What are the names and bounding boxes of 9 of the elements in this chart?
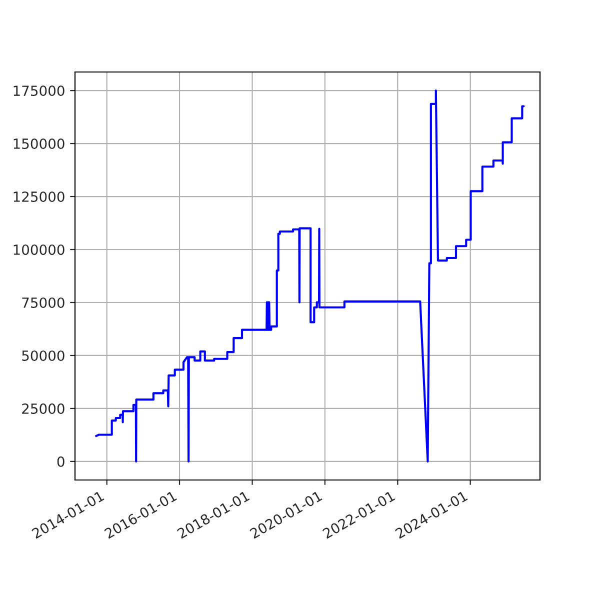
y-tick-label: 100000 — [14, 244, 64, 255]
line-series — [95, 90, 525, 462]
y-tick-label: 0 — [57, 456, 64, 467]
y-tick-label: 25000 — [22, 403, 64, 414]
y-tick-label: 175000 — [14, 86, 64, 96]
y-tick-label: 150000 — [14, 138, 64, 150]
y-tick-label: 125000 — [14, 191, 64, 202]
y-tick-label: 75000 — [22, 297, 64, 308]
y-tick-label: 50000 — [22, 350, 64, 361]
